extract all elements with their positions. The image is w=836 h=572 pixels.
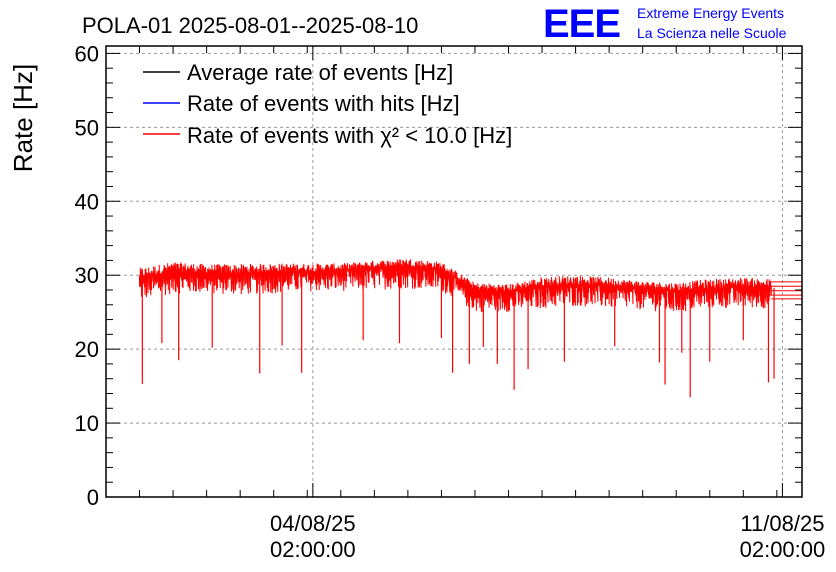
legend: Average rate of events [Hz] Rate of even… (143, 60, 512, 148)
y-tick-label: 40 (75, 189, 99, 214)
y-tick-label: 30 (75, 263, 99, 288)
legend-label-hits: Rate of events with hits [Hz] (187, 91, 460, 116)
eee-logo: EEE Extreme Energy Events La Scienza nel… (543, 2, 787, 46)
eee-logo-mark: EEE (543, 2, 620, 46)
logo-line-2: La Scienza nelle Scuole (637, 25, 787, 41)
chart-title: POLA-01 2025-08-01--2025-08-10 (82, 13, 418, 38)
y-tick-label: 0 (87, 485, 99, 510)
y-tick-label: 10 (75, 411, 99, 436)
legend-label-average: Average rate of events [Hz] (187, 60, 453, 85)
logo-line-1: Extreme Energy Events (637, 5, 784, 21)
legend-label-chi2: Rate of events with χ² < 10.0 [Hz] (187, 123, 512, 148)
y-tick-label: 60 (75, 41, 99, 66)
x-tick-label-date: 11/08/25 (740, 511, 824, 536)
y-axis-label: Rate [Hz] (8, 64, 38, 172)
y-tick-label: 20 (75, 337, 99, 362)
x-tick-label-time: 02:00:00 (270, 537, 356, 562)
y-tick-label: 50 (75, 115, 99, 140)
series-chi2-line (139, 259, 772, 313)
plot-frame (105, 45, 803, 498)
plot-area-data (139, 259, 802, 398)
y-axis: 0 10 20 30 40 50 60 (75, 41, 802, 510)
x-tick-label-date: 04/08/25 (270, 511, 356, 536)
x-tick-label-time: 02:00:00 (740, 537, 826, 562)
